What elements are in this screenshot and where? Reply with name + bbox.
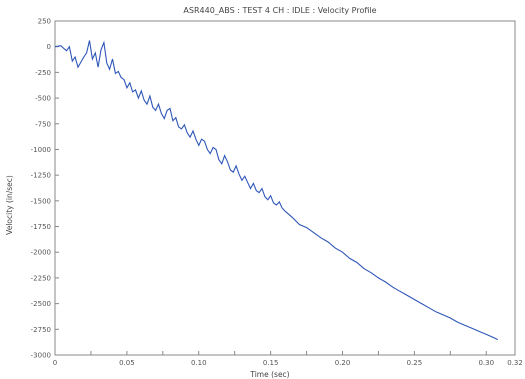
y-tick-label: -2750 (31, 326, 51, 334)
y-tick-label: -1750 (31, 223, 51, 231)
plot-area (54, 20, 516, 356)
x-axis-label: Time (sec) (249, 370, 289, 379)
y-tick-label: -1250 (31, 172, 51, 180)
series-line (54, 40, 499, 341)
x-tick-label: 0.10 (191, 359, 207, 367)
x-tick-label: 0.20 (335, 359, 351, 367)
y-tick-label: -250 (35, 69, 51, 77)
y-tick-label: 250 (38, 18, 51, 26)
x-tick-label: 0.15 (263, 359, 279, 367)
series-group (54, 40, 499, 341)
y-axis-label: Velocity (in/sec) (5, 175, 14, 235)
y-tick-label: -2500 (31, 300, 51, 308)
x-tick-label: 0.32 (507, 359, 523, 367)
chart-title: ASR440_ABS : TEST 4 CH : IDLE : Velocity… (183, 6, 376, 15)
y-tick-label: -750 (35, 120, 51, 128)
x-tick-label: 0.05 (119, 359, 135, 367)
axis-ticks: 0 0.05 0.10 0.15 0.20 0.25 0.30 0.32 250 0 -250 -50… (31, 18, 523, 368)
y-tick-label: -2000 (31, 249, 51, 257)
y-tick-label: 0 (47, 43, 51, 51)
y-tick-label: -3000 (31, 352, 51, 360)
x-tick-label: 0.30 (478, 359, 494, 367)
y-tick-label: -1500 (31, 197, 51, 205)
x-tick-label: 0.25 (407, 359, 423, 367)
y-tick-label: -1000 (31, 146, 51, 154)
y-tick-label: -2250 (31, 274, 51, 282)
y-tick-label: -500 (35, 95, 51, 103)
x-tick-label: 0 (53, 359, 57, 367)
